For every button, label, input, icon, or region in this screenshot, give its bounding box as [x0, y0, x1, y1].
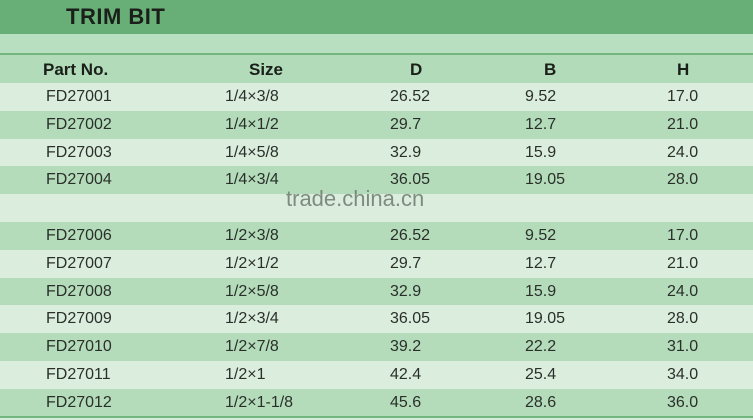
cell-size: 1/2×1-1/8: [225, 393, 294, 411]
cell-d: 36.05: [390, 310, 431, 328]
cell-part-no: FD27008: [46, 282, 112, 300]
cell-b: 12.7: [525, 115, 557, 133]
cell-part-no: FD27006: [46, 227, 112, 244]
cell-b: 12.7: [525, 254, 557, 272]
cell-size: 1/4×1/2: [225, 115, 279, 133]
title-bar: TRIM BIT: [0, 0, 753, 34]
cell-d: 45.6: [390, 393, 422, 411]
cell-d: 36.05: [390, 171, 431, 189]
table-row: FD27001 1/4×3/8 26.52 9.52 17.0: [0, 83, 753, 111]
cell-h: 31.0: [667, 338, 699, 356]
cell-size: 1/2×3/4: [225, 310, 279, 328]
cell-b: 19.05: [525, 171, 566, 189]
cell-h: 21.0: [667, 254, 699, 272]
cell-b: 19.05: [525, 310, 566, 328]
cell-d: 39.2: [390, 338, 422, 356]
table-row: FD27011 1/2×1 42.4 25.4 34.0: [0, 361, 753, 389]
cell-size: 1/2×1: [225, 366, 266, 383]
cell-size: 1/2×3/8: [225, 227, 279, 244]
header-d: D: [410, 60, 423, 79]
table-row: FD27012 1/2×1-1/8 45.6 28.6 36.0: [0, 388, 753, 417]
divider: [0, 53, 753, 55]
cell-b: 28.6: [525, 393, 557, 411]
cell-d: 26.52: [390, 227, 431, 244]
cell-size: 1/4×3/8: [225, 88, 279, 105]
table-row: [0, 194, 753, 223]
cell-b: 9.52: [525, 88, 557, 105]
cell-b: 22.2: [525, 338, 557, 356]
cell-part-no: FD27004: [46, 171, 112, 189]
cell-part-no: FD27012: [46, 393, 112, 411]
bottom-divider: [0, 416, 753, 418]
cell-size: 1/2×1/2: [225, 254, 279, 272]
cell-d: 29.7: [390, 254, 422, 272]
cell-b: 25.4: [525, 366, 557, 383]
cell-part-no: FD27010: [46, 338, 112, 356]
cell-h: 28.0: [667, 171, 699, 189]
cell-part-no: FD27001: [46, 88, 112, 105]
cell-h: 17.0: [667, 88, 699, 105]
table-row: FD27007 1/2×1/2 29.7 12.7 21.0: [0, 249, 753, 278]
cell-size: 1/4×5/8: [225, 143, 279, 161]
watermark: trade.china.cn: [286, 186, 425, 211]
cell-d: 29.7: [390, 115, 422, 133]
cell-b: 9.52: [525, 227, 557, 244]
cell-part-no: FD27007: [46, 254, 112, 272]
header-size: Size: [249, 60, 284, 79]
table-row: FD27004 1/4×3/4 36.05 19.05 28.0: [0, 166, 753, 195]
page-title: TRIM BIT: [66, 4, 166, 29]
table-row: FD27009 1/2×3/4 36.05 19.05 28.0: [0, 305, 753, 334]
cell-h: 24.0: [667, 282, 699, 300]
cell-part-no: FD27002: [46, 115, 112, 133]
header-b: B: [544, 60, 557, 79]
cell-h: 36.0: [667, 393, 699, 411]
cell-d: 32.9: [390, 143, 422, 161]
table-header: Part No. Size D B H: [0, 55, 753, 83]
header-h: H: [677, 60, 690, 79]
table-row: FD27008 1/2×5/8 32.9 15.9 24.0: [0, 277, 753, 306]
cell-h: 17.0: [667, 227, 699, 244]
spacer-band: [0, 34, 753, 54]
cell-b: 15.9: [525, 143, 557, 161]
cell-part-no: FD27009: [46, 310, 112, 328]
cell-h: 34.0: [667, 366, 699, 383]
cell-size: 1/2×7/8: [225, 338, 279, 356]
cell-part-no: FD27011: [46, 366, 111, 383]
cell-size: 1/4×3/4: [225, 171, 279, 189]
table-row: FD27003 1/4×5/8 32.9 15.9 24.0: [0, 138, 753, 167]
cell-d: 26.52: [390, 88, 431, 105]
cell-d: 32.9: [390, 282, 422, 300]
cell-b: 15.9: [525, 282, 557, 300]
cell-part-no: FD27003: [46, 143, 112, 161]
table-row: FD27002 1/4×1/2 29.7 12.7 21.0: [0, 110, 753, 139]
cell-size: 1/2×5/8: [225, 282, 279, 300]
table-row: FD27006 1/2×3/8 26.52 9.52 17.0: [0, 222, 753, 250]
cell-h: 21.0: [667, 115, 699, 133]
cell-h: 24.0: [667, 143, 699, 161]
header-part-no: Part No.: [43, 60, 109, 79]
table-row: FD27010 1/2×7/8 39.2 22.2 31.0: [0, 333, 753, 362]
cell-h: 28.0: [667, 310, 699, 328]
cell-d: 42.4: [390, 366, 422, 383]
